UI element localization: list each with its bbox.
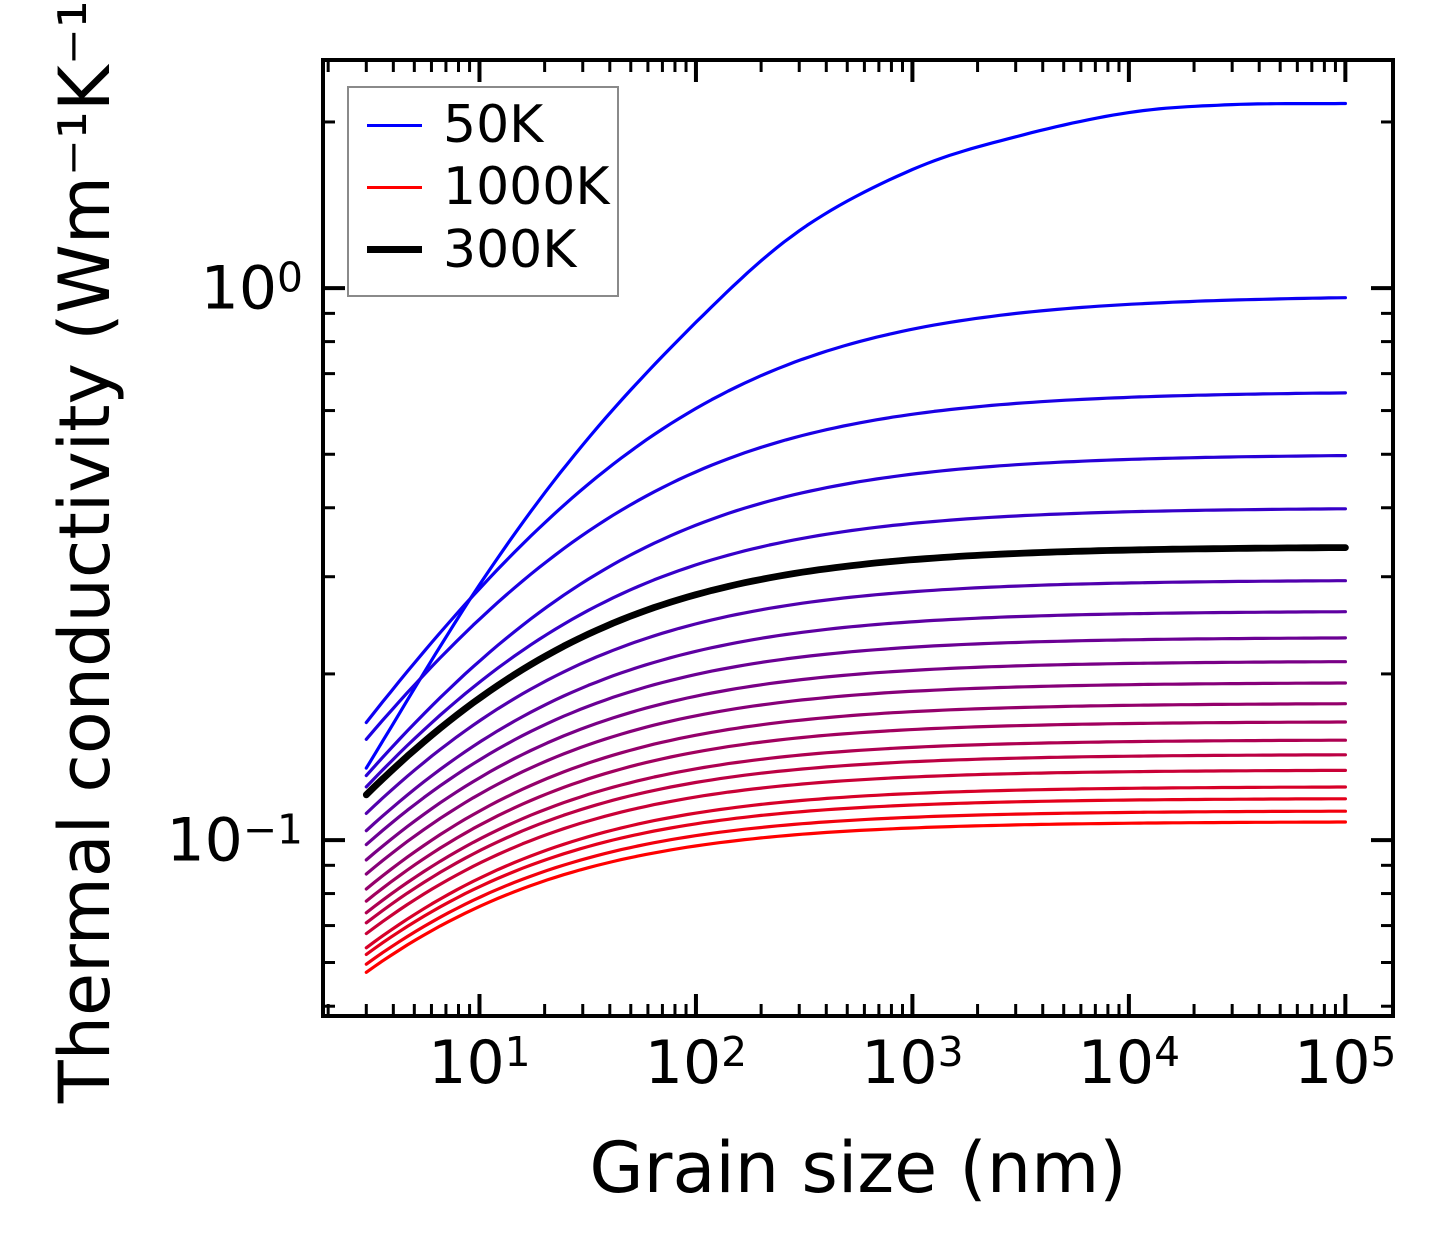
- y-axis-label: Thermal conductivity (Wm⁻¹K⁻¹): [44, 0, 126, 1104]
- series-line-950K: [364, 809, 1347, 966]
- x-tick-label: 102: [644, 1028, 748, 1099]
- series-line-50K: [364, 101, 1347, 770]
- x-tick-label: 105: [1294, 1028, 1397, 1099]
- legend-label: 50K: [443, 95, 544, 156]
- series-line-700K: [364, 738, 1347, 915]
- legend: 50K 1000K 300K: [347, 86, 619, 297]
- series-line-200K: [364, 454, 1347, 778]
- series-line-600K: [364, 702, 1347, 891]
- y-tick-label: 10−1: [166, 805, 304, 876]
- series-line-900K: [364, 797, 1347, 956]
- legend-entry-1000K: 1000K: [349, 157, 617, 219]
- series-line-150K: [364, 391, 1347, 741]
- legend-label: 1000K: [443, 157, 610, 218]
- axis-ticks: [323, 60, 1393, 1016]
- series-line-800K: [364, 768, 1347, 936]
- series-line-650K: [364, 720, 1347, 903]
- series-line-400K: [364, 610, 1347, 833]
- series-line-350K: [364, 579, 1347, 815]
- x-axis-label: Grain size (nm): [589, 1127, 1127, 1209]
- series-line-750K: [364, 753, 1347, 925]
- series-line-850K: [364, 785, 1347, 950]
- series-line-1000K: [364, 820, 1347, 974]
- series-lines: [362, 101, 1349, 974]
- legend-entry-300K: 300K: [349, 219, 617, 281]
- series-line-250K: [364, 507, 1347, 789]
- x-tick-label: 101: [428, 1028, 531, 1099]
- x-tick-label: 104: [1077, 1028, 1181, 1099]
- series-line-100K: [364, 296, 1347, 725]
- series-line-550K: [364, 681, 1347, 876]
- series-line-500K: [364, 660, 1347, 862]
- legend-line-sample: [367, 123, 422, 128]
- legend-line-sample: [367, 246, 422, 254]
- legend-entry-50K: 50K: [349, 94, 617, 156]
- series-line-300K: [362, 544, 1349, 799]
- x-tick-label: 103: [861, 1028, 964, 1099]
- plot-spines: [321, 58, 1395, 1018]
- y-tick-label: 100: [200, 253, 303, 324]
- legend-label: 300K: [443, 219, 577, 280]
- legend-line-sample: [367, 185, 422, 190]
- series-line-450K: [364, 636, 1347, 847]
